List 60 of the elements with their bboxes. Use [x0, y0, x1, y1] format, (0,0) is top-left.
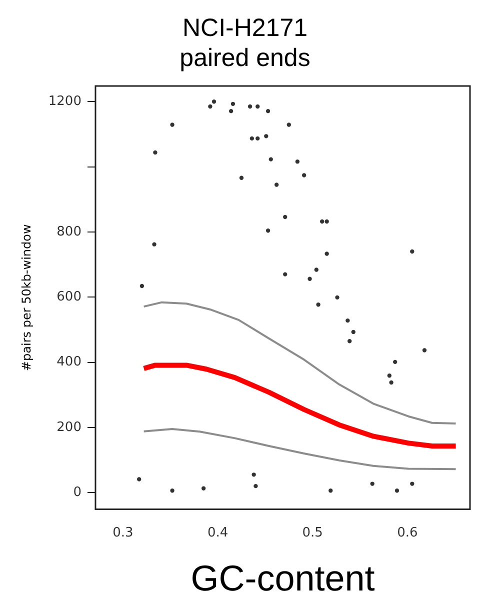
point [351, 330, 356, 334]
y-tick-label: 200 [56, 420, 82, 435]
point [266, 228, 270, 233]
point [320, 219, 324, 224]
x-tick-label: 0.6 [397, 525, 418, 540]
x-tick-label: 0.5 [302, 525, 323, 540]
point [252, 472, 256, 477]
point [410, 249, 414, 254]
point [394, 488, 400, 493]
x-tick-label: 0.3 [112, 525, 134, 540]
point [328, 488, 333, 493]
chart-title: NCI-H2171 paired ends [180, 14, 310, 72]
point [254, 484, 258, 488]
point [256, 136, 260, 141]
point [314, 268, 318, 272]
point [370, 482, 374, 486]
point [152, 242, 156, 246]
point [256, 104, 260, 109]
point [170, 122, 174, 127]
point [283, 272, 288, 276]
point [153, 150, 158, 155]
point [387, 374, 392, 378]
point [324, 219, 329, 224]
y-tick-label: 1200 [48, 94, 82, 110]
x-axis-title: GC-content [190, 557, 375, 598]
point [228, 108, 234, 114]
point [264, 134, 268, 138]
point [308, 276, 312, 281]
point [170, 488, 174, 493]
y-tick-label: 600 [56, 289, 82, 304]
point [389, 380, 394, 385]
point [283, 214, 288, 220]
point [137, 477, 142, 482]
point [346, 318, 350, 323]
y-tick-label: 0 [73, 484, 82, 500]
point [266, 108, 270, 114]
point [286, 122, 292, 127]
y-axis-title: #pairs per 50kb-window [19, 224, 34, 372]
point [208, 104, 212, 109]
y-tick-label: 400 [56, 354, 82, 370]
point [316, 302, 320, 307]
point [212, 100, 216, 104]
point [392, 360, 398, 364]
point [335, 295, 340, 300]
point [347, 338, 352, 344]
point [239, 176, 244, 180]
point [268, 157, 273, 162]
point [250, 136, 254, 141]
point [248, 104, 252, 109]
point [201, 486, 206, 490]
point [302, 173, 306, 178]
y-tick-label: 800 [56, 224, 82, 240]
point [410, 482, 414, 486]
point [422, 348, 427, 352]
point [140, 284, 144, 288]
point [274, 182, 279, 187]
point [324, 252, 329, 256]
point [295, 159, 300, 164]
x-tick-label: 0.4 [207, 525, 228, 540]
point [230, 102, 236, 106]
